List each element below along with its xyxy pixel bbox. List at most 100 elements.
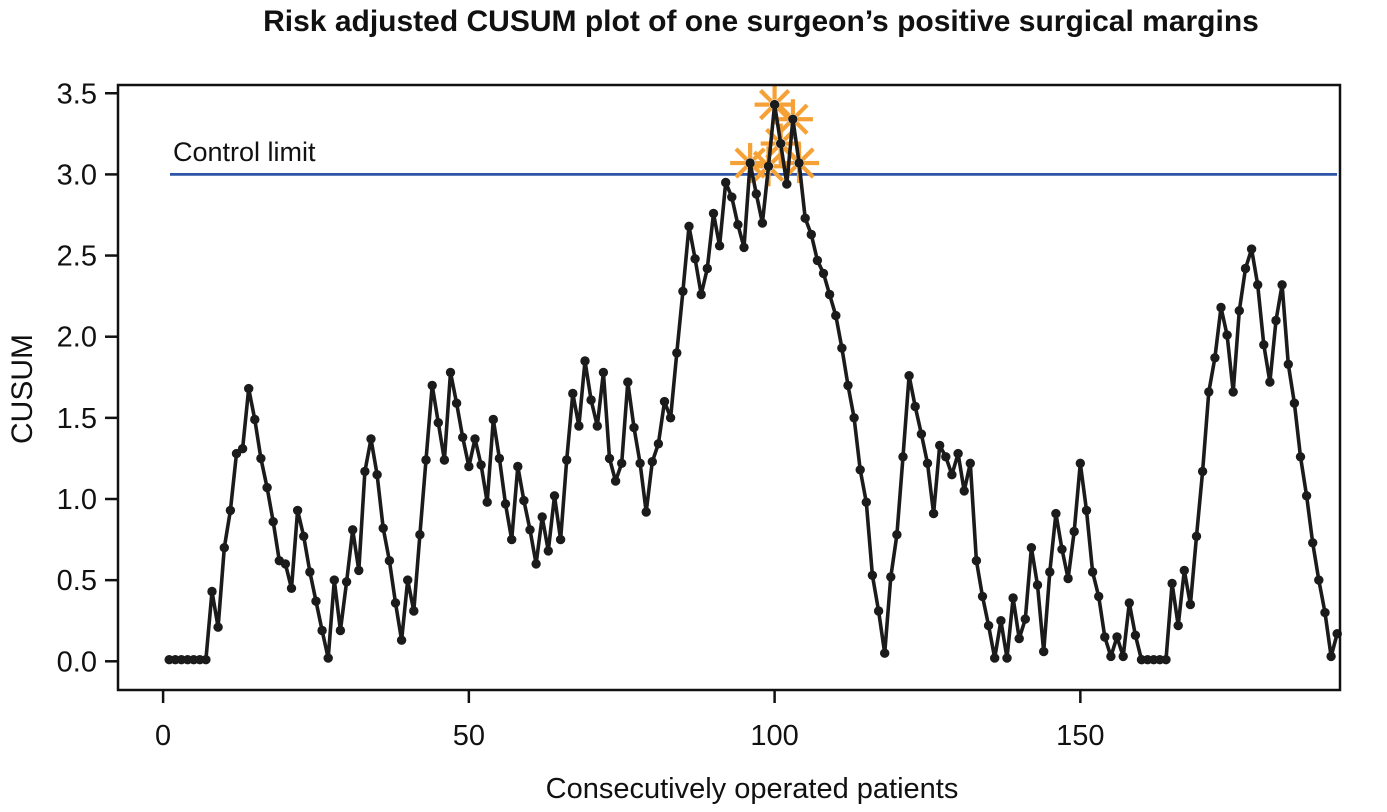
data-point — [458, 432, 468, 442]
data-point — [727, 192, 737, 202]
data-point — [335, 625, 346, 636]
data-point — [861, 497, 871, 507]
data-point — [360, 466, 370, 477]
signal-asterisk — [779, 143, 820, 184]
data-point — [837, 343, 847, 353]
cusum-series-group — [164, 99, 1342, 665]
data-point — [237, 444, 248, 454]
y-tick-label: 2.5 — [57, 241, 97, 273]
data-point — [1179, 565, 1190, 576]
data-point — [1045, 567, 1055, 577]
asterisk-arm — [752, 168, 767, 182]
data-point — [1210, 353, 1220, 363]
data-point — [1222, 330, 1232, 340]
data-point — [824, 289, 835, 300]
data-point — [745, 158, 755, 168]
data-point — [378, 523, 388, 533]
x-tick-label: 0 — [155, 720, 171, 752]
data-point — [983, 620, 994, 631]
data-point — [604, 453, 615, 464]
data-point — [672, 348, 682, 358]
data-point — [977, 591, 988, 602]
y-tick-label: 0.5 — [57, 565, 97, 597]
asterisk-arm — [752, 150, 767, 165]
data-point — [1020, 614, 1030, 624]
axis-ticks: 0.0 0.5 1.0 1.5 2.0 2.5 3.0 3.5 0 50 100 150 — [57, 78, 1105, 752]
data-point — [543, 546, 553, 556]
signal-asterisks-group — [730, 84, 820, 187]
data-point — [1308, 538, 1318, 548]
data-point — [494, 453, 505, 464]
data-point — [910, 401, 920, 412]
data-point — [250, 414, 260, 425]
asterisk-arm — [801, 147, 815, 161]
data-point — [1112, 632, 1122, 642]
data-point — [928, 508, 939, 519]
data-point — [341, 577, 352, 587]
data-point — [219, 543, 229, 553]
x-tick-label: 150 — [1056, 720, 1104, 752]
data-point — [916, 429, 927, 439]
data-point — [794, 158, 804, 168]
data-point — [500, 499, 511, 509]
data-point — [507, 534, 517, 545]
data-point — [1106, 651, 1116, 662]
data-point — [201, 655, 211, 665]
data-point — [256, 453, 266, 464]
data-point — [262, 482, 272, 493]
data-point — [1259, 340, 1269, 350]
data-point — [390, 598, 401, 608]
data-point — [635, 458, 645, 468]
data-point — [959, 486, 969, 496]
data-point — [476, 460, 486, 470]
data-point — [415, 530, 425, 540]
asterisk-arm — [776, 106, 791, 121]
data-point — [1118, 651, 1128, 662]
y-tick-label: 2.0 — [57, 322, 97, 354]
data-point — [623, 377, 633, 387]
data-point — [537, 512, 547, 522]
data-point — [831, 310, 841, 321]
data-point — [696, 289, 706, 300]
data-point — [1277, 280, 1287, 290]
data-point — [1087, 567, 1098, 577]
data-point — [641, 507, 651, 517]
data-point — [629, 422, 639, 433]
data-point — [757, 218, 768, 228]
data-point — [1289, 398, 1300, 408]
data-point — [1301, 491, 1312, 501]
data-point — [886, 572, 896, 582]
data-point — [1075, 458, 1086, 468]
data-point — [855, 465, 865, 475]
data-point — [433, 418, 443, 428]
x-axis-label: Consecutively operated patients — [546, 773, 959, 805]
data-point — [213, 622, 223, 632]
data-point — [421, 455, 431, 465]
control-limit-label: Control limit — [173, 137, 316, 167]
data-point — [1161, 655, 1171, 665]
data-point — [586, 395, 596, 405]
data-point — [873, 606, 884, 616]
data-point — [1295, 452, 1306, 462]
data-point — [690, 254, 700, 264]
data-point — [892, 530, 902, 540]
data-point — [513, 461, 523, 472]
data-point — [1124, 598, 1135, 608]
data-point — [1063, 573, 1073, 584]
data-point — [299, 531, 309, 541]
asterisk-arm — [776, 88, 791, 103]
data-point — [1240, 263, 1251, 274]
data-point — [763, 161, 774, 171]
data-point — [1191, 531, 1202, 541]
data-point — [1271, 315, 1281, 326]
data-point — [898, 452, 908, 462]
data-point — [684, 221, 694, 231]
data-point — [519, 495, 529, 506]
data-point — [225, 505, 236, 516]
data-point — [653, 439, 664, 449]
data-point — [996, 616, 1006, 626]
data-point — [843, 380, 853, 391]
data-point — [782, 179, 792, 189]
data-point — [867, 570, 878, 580]
data-point — [409, 606, 419, 616]
